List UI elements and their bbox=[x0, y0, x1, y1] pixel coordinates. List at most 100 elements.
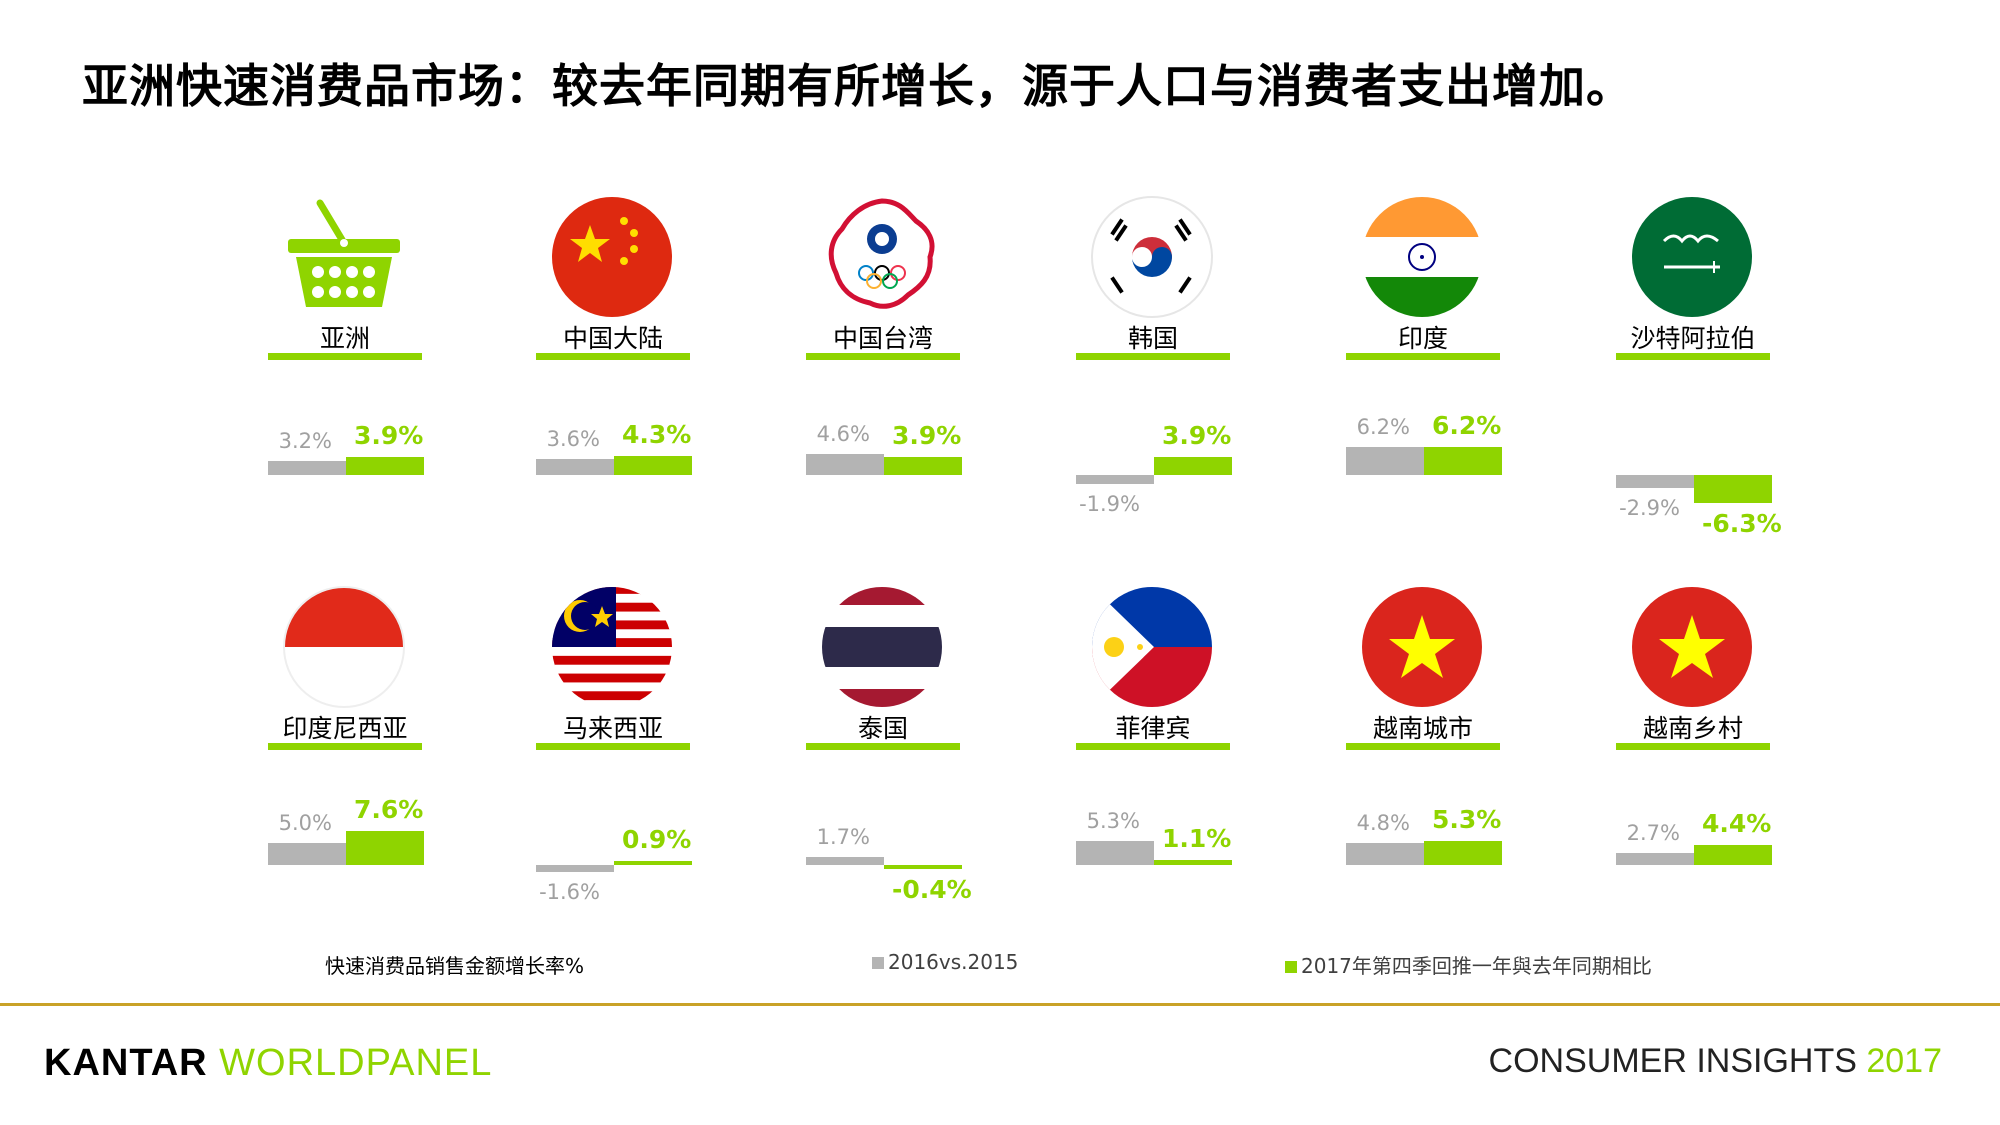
bar-2017 bbox=[1154, 457, 1232, 475]
value-label-2017: 3.9% bbox=[892, 421, 962, 451]
label-underline bbox=[1346, 743, 1500, 750]
insights-text: CONSUMER INSIGHTS bbox=[1488, 1042, 1857, 1080]
market-cell: 印度尼西亚 5.0% 7.6% bbox=[230, 585, 460, 985]
consumer-insights-label: CONSUMER INSIGHTS 2017 bbox=[1489, 1042, 1942, 1081]
bar-2016 bbox=[1346, 447, 1424, 475]
market-label: 印度尼西亚 bbox=[282, 714, 408, 743]
value-label-2016: 1.7% bbox=[816, 825, 870, 850]
korea-flag-icon bbox=[1090, 195, 1214, 319]
bar-2017 bbox=[1154, 860, 1232, 865]
bar-2016 bbox=[1616, 852, 1694, 865]
bar-2016 bbox=[536, 458, 614, 475]
label-underline bbox=[536, 353, 690, 360]
bar-2017 bbox=[1694, 845, 1772, 865]
market-label: 马来西亚 bbox=[562, 714, 663, 743]
market-cell: 泰国 1.7% -0.4% bbox=[768, 585, 998, 985]
bar-2016 bbox=[1616, 475, 1694, 489]
label-underline bbox=[1346, 353, 1500, 360]
india-flag-icon bbox=[1360, 195, 1484, 319]
market-cell: 菲律宾 5.3% 1.1% bbox=[1038, 585, 1268, 985]
market-cell: 韩国 -1.9% 3.9% bbox=[1038, 195, 1268, 595]
market-label: 韩国 bbox=[1127, 324, 1178, 353]
legend-label-2016: 2016vs.2015 bbox=[888, 950, 1019, 974]
footer-divider bbox=[0, 1003, 2000, 1006]
china-flag-icon bbox=[550, 195, 674, 319]
thailand-flag-icon bbox=[820, 585, 944, 709]
value-label-2016: -2.9% bbox=[1619, 496, 1680, 521]
bar-2017 bbox=[346, 830, 424, 865]
market-cell: 中国台湾 4.6% 3.9% bbox=[768, 195, 998, 595]
malaysia-flag-icon bbox=[550, 585, 674, 709]
label-underline bbox=[268, 743, 422, 750]
label-underline bbox=[1616, 743, 1770, 750]
value-label-2016: 2.7% bbox=[1626, 820, 1680, 845]
value-label-2017: 0.9% bbox=[622, 824, 692, 854]
bar-2017 bbox=[614, 860, 692, 865]
value-label-2016: 6.2% bbox=[1356, 415, 1410, 440]
value-label-2017: 4.3% bbox=[622, 419, 692, 449]
legend-item-2017: 2017年第四季回推一年與去年同期相比 bbox=[1285, 950, 1652, 979]
bar-2017 bbox=[614, 455, 692, 475]
basket-icon bbox=[282, 195, 406, 319]
market-cell: 印度 6.2% 6.2% bbox=[1308, 195, 1538, 595]
legend-swatch-grey bbox=[872, 957, 884, 969]
brand-part1: KANTAR bbox=[44, 1042, 208, 1084]
value-label-2016: 4.6% bbox=[816, 422, 870, 447]
value-label-2016: 5.3% bbox=[1086, 809, 1140, 834]
bar-2016 bbox=[1346, 843, 1424, 865]
market-cell: 马来西亚 -1.6% 0.9% bbox=[498, 585, 728, 985]
bar-2016 bbox=[268, 460, 346, 475]
value-label-2017: 1.1% bbox=[1162, 824, 1232, 854]
bar-2016 bbox=[806, 857, 884, 865]
legend-swatch-green bbox=[1285, 961, 1297, 973]
market-label: 越南城市 bbox=[1372, 714, 1473, 743]
legend-note: 快速消费品销售金额增长率% bbox=[325, 954, 585, 978]
market-cell: 亚洲 3.2% 3.9% bbox=[230, 195, 460, 595]
bar-2017 bbox=[1424, 841, 1502, 865]
value-label-2016: -1.6% bbox=[539, 880, 600, 905]
vietnam-flag-icon bbox=[1630, 585, 1754, 709]
bar-2016 bbox=[268, 842, 346, 865]
bar-2017 bbox=[1694, 475, 1772, 504]
bar-2017 bbox=[884, 865, 962, 869]
market-label: 泰国 bbox=[857, 714, 908, 743]
legend-item-2016: 2016vs.2015 bbox=[872, 950, 1018, 974]
vietnam-flag-icon bbox=[1360, 585, 1484, 709]
market-label: 亚洲 bbox=[319, 324, 370, 353]
label-underline bbox=[536, 743, 690, 750]
value-label-2017: 7.6% bbox=[354, 794, 424, 824]
value-label-2016: 4.8% bbox=[1356, 811, 1410, 836]
bar-2016 bbox=[806, 454, 884, 475]
chinese-taipei-flag-icon bbox=[820, 195, 944, 319]
bar-2017 bbox=[346, 457, 424, 475]
brand-logo: KANTAR WORLDPANEL bbox=[44, 1042, 492, 1085]
bar-2017 bbox=[884, 457, 962, 475]
philippines-flag-icon bbox=[1090, 585, 1214, 709]
value-label-2017: 6.2% bbox=[1432, 411, 1502, 441]
page-title: 亚洲快速消费品市场：较去年同期有所增长，源于人口与消费者支出增加。 bbox=[82, 59, 1633, 113]
market-label: 越南乡村 bbox=[1642, 714, 1743, 743]
bar-2017 bbox=[1424, 447, 1502, 475]
label-underline bbox=[1076, 353, 1230, 360]
value-label-2017: 5.3% bbox=[1432, 805, 1502, 835]
value-label-2016: 5.0% bbox=[278, 810, 332, 835]
value-label-2017: 3.9% bbox=[354, 421, 424, 451]
value-label-2017: -0.4% bbox=[892, 875, 972, 904]
bar-2016 bbox=[536, 865, 614, 873]
market-label: 沙特阿拉伯 bbox=[1630, 324, 1756, 353]
brand-part2: WORLDPANEL bbox=[219, 1042, 493, 1084]
value-label-2016: 3.2% bbox=[278, 428, 332, 453]
value-label-2017: 4.4% bbox=[1702, 809, 1772, 839]
market-cell: 越南城市 4.8% 5.3% bbox=[1308, 585, 1538, 985]
market-cell: 沙特阿拉伯 -2.9% -6.3% bbox=[1578, 195, 1808, 595]
label-underline bbox=[806, 743, 960, 750]
value-label-2016: -1.9% bbox=[1079, 491, 1140, 516]
market-cell: 越南乡村 2.7% 4.4% bbox=[1578, 585, 1808, 985]
market-label: 中国大陆 bbox=[562, 324, 663, 353]
indonesia-flag-icon bbox=[282, 585, 406, 709]
legend-label-2017: 2017年第四季回推一年與去年同期相比 bbox=[1301, 954, 1652, 978]
insights-year: 2017 bbox=[1866, 1042, 1942, 1080]
market-label: 印度 bbox=[1397, 324, 1448, 353]
value-label-2016: 3.6% bbox=[546, 426, 600, 451]
label-underline bbox=[268, 353, 422, 360]
